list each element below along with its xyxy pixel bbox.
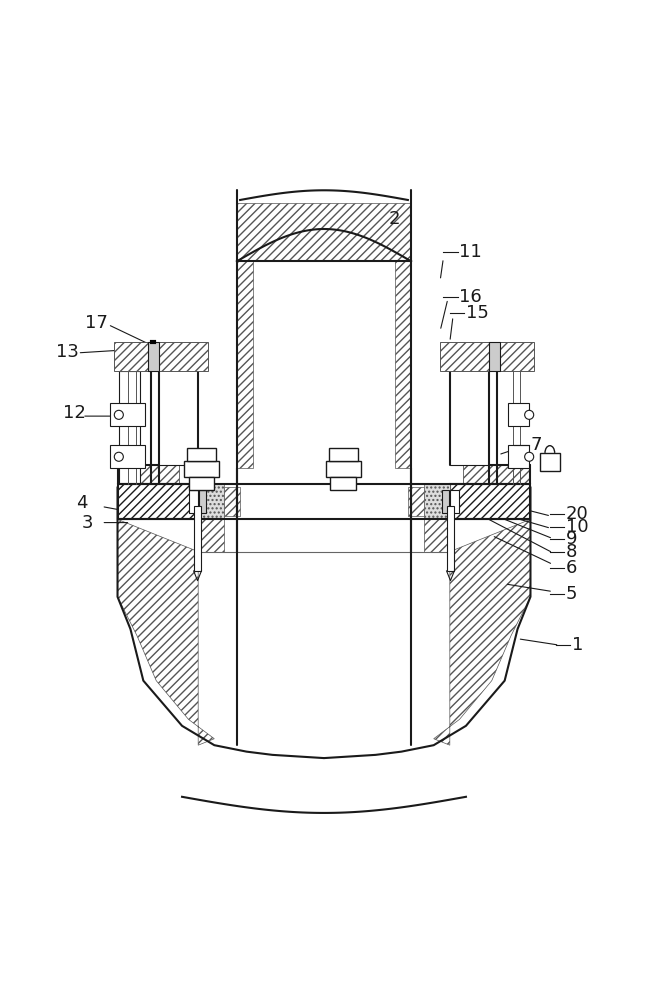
Bar	[463, 465, 531, 487]
Text: 13: 13	[56, 343, 79, 361]
Text: 4: 4	[76, 494, 87, 512]
Text: 11: 11	[459, 243, 482, 261]
Polygon shape	[450, 484, 531, 519]
Bar	[508, 403, 529, 426]
Bar	[489, 342, 500, 371]
Bar	[237, 203, 411, 261]
Text: 1: 1	[572, 636, 584, 654]
Bar	[442, 490, 448, 513]
Bar	[424, 484, 450, 519]
Bar	[330, 477, 356, 490]
Bar	[508, 445, 529, 468]
Text: 5: 5	[566, 585, 577, 603]
Circle shape	[114, 410, 123, 419]
Bar	[119, 371, 140, 500]
Bar	[189, 490, 198, 513]
Text: 15: 15	[466, 304, 489, 322]
Bar	[450, 487, 531, 519]
Text: 8: 8	[566, 543, 577, 561]
Bar	[198, 519, 224, 552]
Bar	[183, 461, 219, 477]
Bar	[329, 448, 358, 461]
Text: 10: 10	[566, 518, 588, 536]
Text: 7: 7	[531, 436, 542, 454]
Bar	[395, 229, 411, 468]
Text: 6: 6	[566, 559, 577, 577]
Bar	[450, 490, 459, 513]
Circle shape	[525, 452, 534, 461]
Bar	[117, 465, 179, 487]
Polygon shape	[117, 519, 214, 745]
Bar	[198, 484, 224, 519]
Bar	[110, 445, 145, 468]
Polygon shape	[434, 519, 531, 745]
Bar	[114, 342, 208, 371]
Bar	[540, 453, 559, 471]
Bar	[237, 229, 253, 468]
Text: 20: 20	[566, 505, 589, 523]
Bar	[187, 448, 216, 461]
Bar	[200, 490, 206, 513]
Bar	[325, 461, 361, 477]
Bar	[424, 519, 450, 552]
Circle shape	[525, 410, 534, 419]
Text: 9: 9	[566, 530, 577, 548]
Polygon shape	[117, 484, 198, 519]
Circle shape	[114, 452, 123, 461]
Text: 12: 12	[63, 404, 86, 422]
Bar	[408, 487, 424, 516]
Text: 2: 2	[389, 210, 400, 228]
Bar	[189, 477, 214, 490]
Bar	[224, 487, 240, 516]
Text: 3: 3	[82, 514, 93, 532]
Bar	[446, 506, 454, 571]
Text: 16: 16	[459, 288, 482, 306]
Bar	[110, 403, 145, 426]
Bar	[194, 506, 202, 571]
Bar	[148, 342, 159, 371]
Bar	[117, 487, 198, 519]
Bar	[440, 342, 534, 371]
Text: 17: 17	[86, 314, 108, 332]
